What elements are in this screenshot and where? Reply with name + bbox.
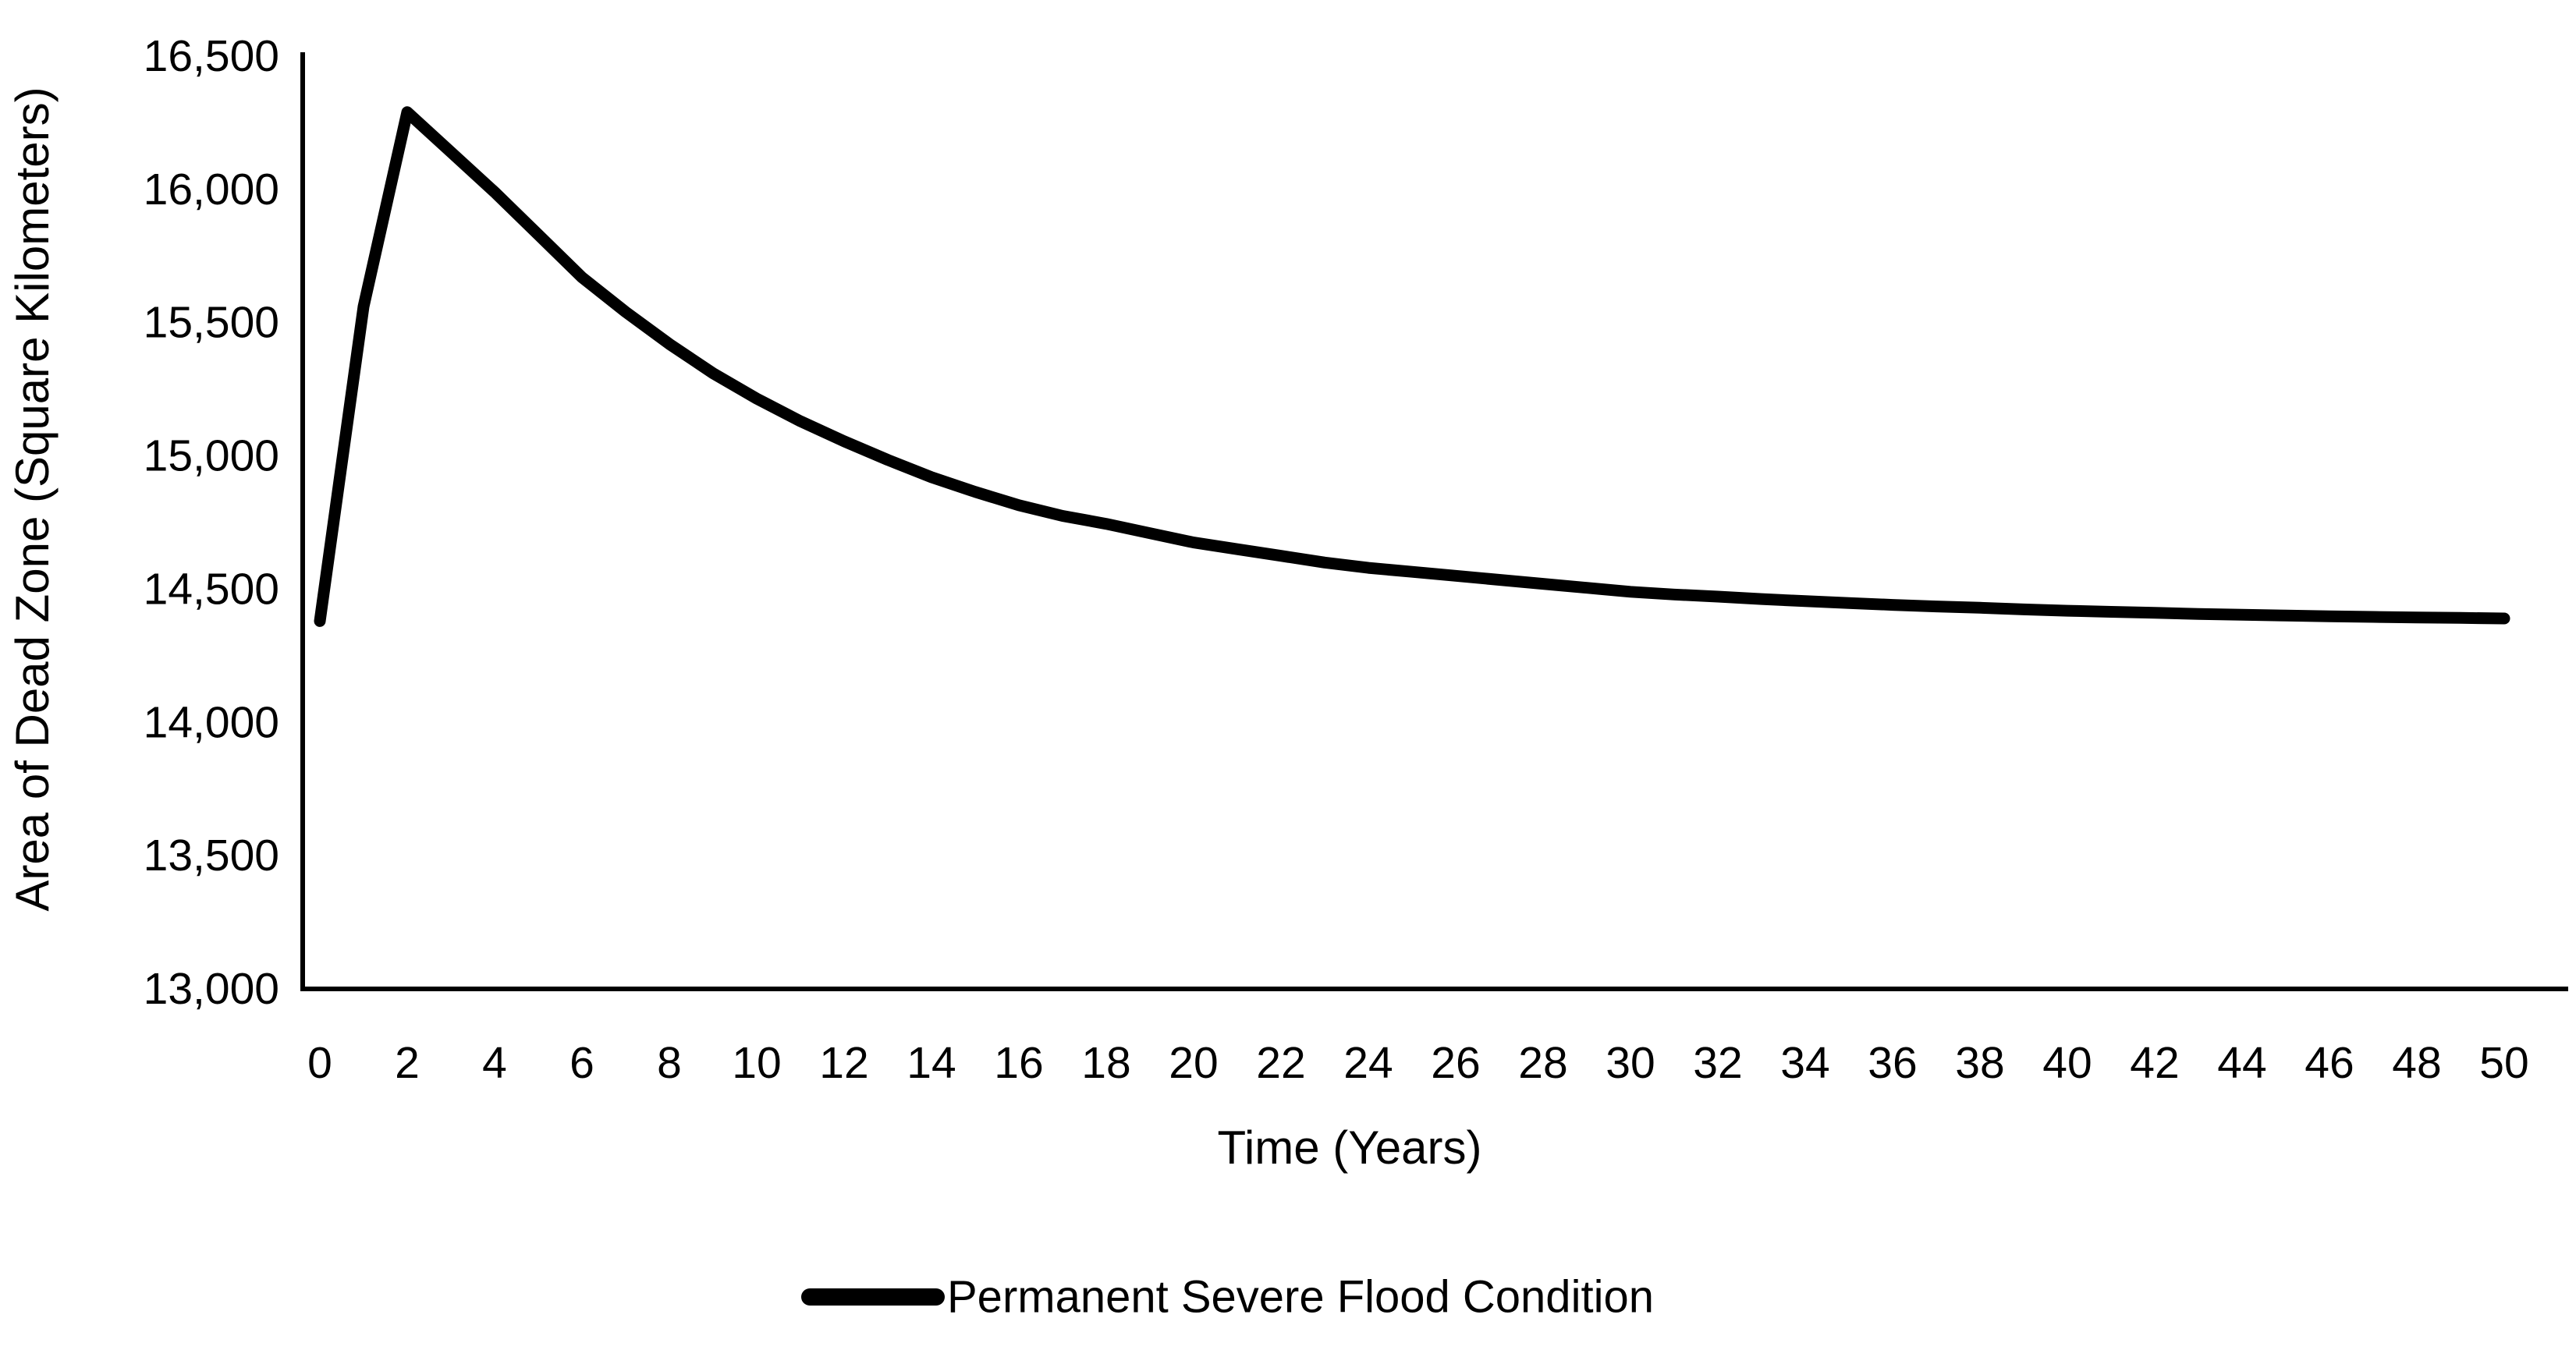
- x-tick-label: 34: [1780, 1038, 1829, 1088]
- x-tick-label: 24: [1343, 1038, 1393, 1088]
- x-tick-label: 30: [1606, 1038, 1655, 1088]
- x-tick-label: 22: [1256, 1038, 1305, 1088]
- x-axis-title: Time (Years): [1218, 1121, 1482, 1174]
- x-tick-label: 18: [1081, 1038, 1130, 1088]
- x-tick-label: 6: [569, 1038, 594, 1088]
- x-tick-label: 50: [2479, 1038, 2528, 1088]
- series-line-permanent-severe-flood-condition: [314, 106, 2510, 627]
- x-tick-label: 48: [2392, 1038, 2441, 1088]
- x-tick-label: 14: [907, 1038, 956, 1088]
- y-axis-title: Area of Dead Zone (Square Kilometers): [6, 87, 59, 911]
- x-tick-label: 2: [395, 1038, 420, 1088]
- y-tick-label: 13,000: [144, 964, 279, 1014]
- y-tick-label: 15,000: [144, 431, 279, 481]
- y-tick-label: 15,500: [144, 298, 279, 348]
- legend-label: Permanent Severe Flood Condition: [947, 1272, 1654, 1323]
- x-tick-label: 46: [2305, 1038, 2354, 1088]
- x-tick-label: 10: [732, 1038, 781, 1088]
- x-tick-label: 32: [1693, 1038, 1742, 1088]
- y-axis-tick-labels: 13,000 13,500 14,000 14,500 15,000 15,500 16,0…: [144, 31, 279, 1014]
- x-tick-label: 20: [1169, 1038, 1218, 1088]
- x-tick-label: 36: [1868, 1038, 1917, 1088]
- x-axis-tick-labels: 0 2 4 6 8 10 12 14 16 18 20 22 24 26 28 30 32 34 36 38 40 42 4…: [307, 1038, 2529, 1088]
- x-tick-label: 16: [994, 1038, 1043, 1088]
- y-tick-label: 13,500: [144, 831, 279, 881]
- x-tick-label: 42: [2130, 1038, 2179, 1088]
- x-tick-label: 4: [482, 1038, 507, 1088]
- y-tick-label: 16,500: [144, 31, 279, 81]
- x-tick-label: 0: [307, 1038, 332, 1088]
- y-tick-label: 14,000: [144, 697, 279, 747]
- x-tick-label: 28: [1518, 1038, 1567, 1088]
- x-tick-label: 40: [2042, 1038, 2092, 1088]
- x-tick-label: 38: [1955, 1038, 2004, 1088]
- y-tick-label: 14,500: [144, 564, 279, 614]
- x-tick-label: 8: [657, 1038, 682, 1088]
- y-tick-label: 16,000: [144, 165, 279, 214]
- x-tick-label: 44: [2217, 1038, 2266, 1088]
- legend: Permanent Severe Flood Condition: [801, 1272, 1654, 1323]
- x-tick-label: 26: [1431, 1038, 1480, 1088]
- x-tick-label: 12: [819, 1038, 868, 1088]
